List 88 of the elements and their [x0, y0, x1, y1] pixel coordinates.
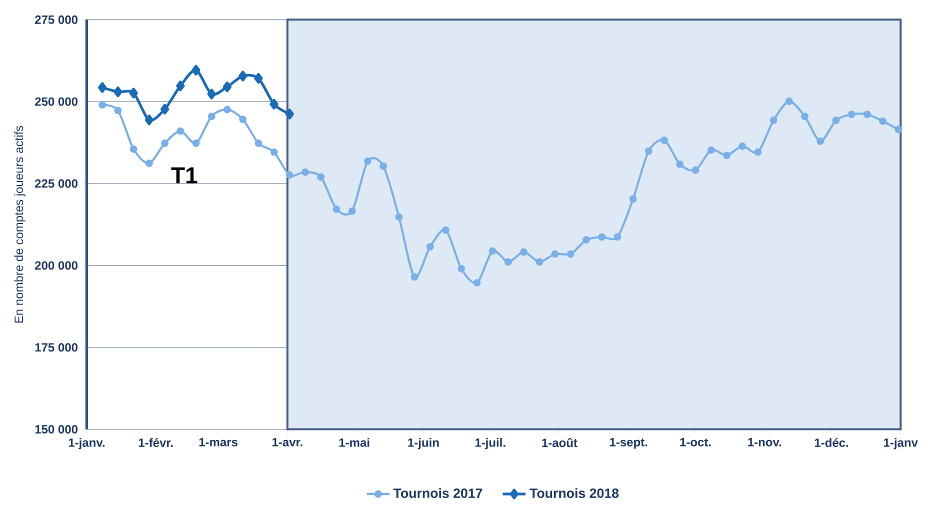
point — [566, 250, 574, 258]
x-tick-label: 1-nov. — [748, 438, 782, 446]
point — [410, 273, 418, 280]
point — [426, 242, 434, 250]
point — [176, 127, 184, 135]
x-tick-label: 1-juil. — [475, 438, 506, 450]
point — [238, 70, 248, 82]
x-tick-label: 1-oct. — [680, 438, 711, 446]
x-tick-label: 1-avr. — [272, 438, 302, 446]
point — [863, 110, 871, 118]
x-tick-label: 1-sept. — [610, 438, 648, 449]
point — [754, 148, 762, 156]
point — [520, 248, 528, 256]
y-tick-label: 275 000 — [35, 15, 78, 24]
legend-label: Tournois 2018 — [530, 488, 619, 498]
point — [598, 233, 606, 240]
point — [208, 112, 216, 120]
point — [536, 258, 544, 266]
legend-label: Tournois 2017 — [393, 488, 482, 498]
point — [145, 159, 153, 167]
point — [192, 64, 200, 76]
x-tick-label: 1-janv — [884, 438, 918, 450]
point — [207, 88, 216, 100]
point — [676, 160, 684, 168]
point — [223, 106, 231, 114]
point — [348, 207, 356, 215]
point — [114, 106, 122, 114]
point — [660, 136, 668, 144]
x-tick-label: 1-mai — [339, 438, 370, 447]
point — [144, 114, 154, 126]
y-tick-label: 175 000 — [35, 342, 78, 352]
point — [286, 171, 294, 179]
point — [380, 162, 388, 170]
point — [894, 126, 902, 134]
point — [98, 100, 106, 108]
point — [270, 148, 278, 156]
point — [192, 139, 200, 147]
point — [832, 116, 840, 124]
point — [848, 110, 856, 118]
x-tick-label: 1-mars — [199, 438, 238, 446]
x-tick-label: 1-févr. — [138, 438, 173, 447]
x-tick-label: 1-juin — [408, 438, 439, 450]
point — [254, 72, 263, 84]
y-tick-label: 150 000 — [35, 424, 78, 434]
point — [582, 236, 590, 244]
point — [707, 146, 715, 154]
point — [629, 195, 637, 202]
point — [395, 213, 403, 221]
point — [879, 117, 887, 125]
point — [129, 88, 138, 98]
point — [785, 97, 793, 105]
y-tick-label: 200 000 — [35, 261, 78, 270]
point — [302, 168, 310, 176]
point — [176, 80, 185, 92]
point — [222, 81, 232, 92]
point — [488, 247, 496, 255]
point — [644, 147, 652, 155]
point — [614, 233, 622, 240]
point — [254, 139, 262, 147]
annotation: T1 — [171, 167, 198, 184]
x-tick-label: 1-août — [542, 438, 578, 447]
point — [364, 157, 372, 165]
point — [239, 115, 247, 123]
point — [270, 98, 278, 110]
point — [801, 112, 808, 120]
x-tick-label: 1-déc. — [814, 438, 848, 447]
point — [114, 86, 122, 97]
point — [504, 258, 512, 266]
point — [317, 173, 325, 181]
point — [160, 104, 170, 114]
point — [161, 139, 169, 147]
point — [692, 166, 700, 174]
point — [816, 137, 824, 145]
point — [130, 145, 138, 153]
point — [332, 205, 340, 213]
point — [770, 116, 778, 124]
y-axis-title: En nombre de comptes joueurs actifs — [14, 126, 26, 322]
point — [722, 151, 730, 159]
point — [551, 250, 559, 258]
point — [98, 82, 107, 93]
point — [442, 226, 450, 234]
y-tick-label: 225 000 — [35, 179, 78, 188]
point — [738, 142, 746, 150]
x-tick-label: 1-janv. — [68, 438, 104, 450]
point — [285, 108, 294, 120]
point — [473, 278, 481, 286]
point — [458, 264, 466, 272]
y-tick-label: 250 000 — [35, 97, 78, 106]
